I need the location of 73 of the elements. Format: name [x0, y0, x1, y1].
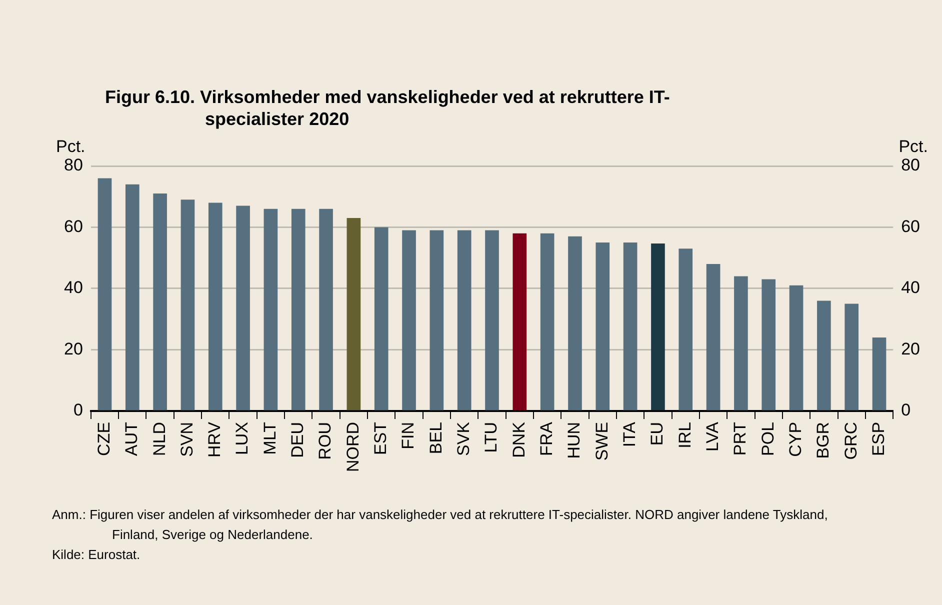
x-tick-label: FIN — [398, 422, 418, 450]
bar — [844, 304, 859, 410]
x-tick-label: HRV — [205, 421, 224, 458]
bar — [374, 227, 388, 410]
x-tick-label: EU — [648, 422, 667, 446]
bar — [319, 208, 333, 410]
x-tick-label: GRC — [841, 422, 860, 460]
bar — [872, 337, 886, 410]
bar — [180, 200, 195, 410]
y2-tick-label: 0 — [901, 400, 911, 420]
bar — [651, 243, 665, 410]
x-tick-label: EST — [371, 422, 390, 456]
x-tick-label: LTU — [482, 422, 501, 453]
bar — [236, 206, 250, 410]
x-tick-label: LUX — [232, 422, 252, 456]
y2-tick-label: 40 — [901, 278, 920, 298]
x-tick-label: SWE — [592, 422, 612, 461]
bar — [457, 230, 472, 410]
x-tick-label: AUT — [122, 422, 142, 456]
bar — [817, 300, 831, 410]
x-tick-label: HUN — [564, 422, 584, 459]
x-tick-label: NORD — [343, 422, 362, 472]
y-tick-label: 80 — [64, 156, 83, 175]
x-tick-label: IRL — [675, 422, 694, 448]
x-tick-label: MLT — [260, 422, 280, 455]
bar — [430, 230, 444, 410]
chart-title: Figur 6.10. Virksomheder med vanskeligheder ved at rekruttere IT-specialister 2020 — [105, 86, 671, 130]
x-tick-label: BEL — [426, 422, 446, 454]
y-tick-label: 60 — [64, 216, 83, 236]
bar — [568, 236, 582, 410]
x-tick-label: NLD — [150, 422, 169, 456]
y2-tick-label: 60 — [901, 216, 920, 236]
bar — [596, 242, 610, 410]
bar — [540, 233, 554, 410]
x-tick-label: DEU — [288, 422, 308, 458]
y2-tick-label: 80 — [901, 156, 920, 175]
x-tick-label: SVK — [454, 421, 474, 456]
x-tick-label: DNK — [509, 421, 528, 458]
x-tick-label: BGR — [814, 422, 833, 459]
text: Kilde: Eurostat. — [52, 546, 142, 564]
x-tick-label: LVA — [702, 421, 722, 452]
bar — [623, 242, 638, 410]
bar — [512, 233, 527, 410]
x-tick-label: CZE — [94, 422, 114, 456]
y-tick-label: 0 — [73, 400, 83, 420]
bar — [346, 218, 361, 410]
text: Anm.: Figuren viser andelen af virksomheder der har vanskeligheder ved at rekruttere IT-specialister. NORD angiver landene Tyskland, Finland, Sverige og Nederlandene. — [52, 506, 829, 544]
x-tick-label: ESP — [868, 422, 888, 456]
y-tick-label: 40 — [64, 278, 83, 298]
y-tick-label: 20 — [64, 339, 83, 358]
bar — [706, 264, 720, 410]
bar — [789, 285, 804, 410]
x-tick-label: ITA — [620, 421, 639, 448]
bar — [291, 208, 306, 410]
bar — [485, 230, 499, 410]
y2-axis-title: Pct. — [898, 137, 928, 156]
x-tick-label: SVN — [177, 422, 196, 457]
bar — [264, 208, 278, 410]
x-tick-label: CYP — [786, 422, 805, 457]
x-tick-label: PRT — [730, 422, 750, 456]
y-axis-title: Pct. — [56, 137, 86, 156]
bar — [125, 184, 140, 410]
x-tick-label: FRA — [537, 421, 556, 456]
x-tick-label: ROU — [316, 422, 335, 460]
bar — [734, 276, 748, 410]
bar — [98, 178, 112, 410]
y2-tick-label: 20 — [901, 339, 920, 358]
bar — [678, 248, 693, 410]
bar — [762, 279, 776, 410]
x-tick-label: POL — [758, 422, 778, 456]
bar — [153, 194, 167, 410]
bar — [402, 230, 416, 410]
bar — [208, 202, 222, 410]
